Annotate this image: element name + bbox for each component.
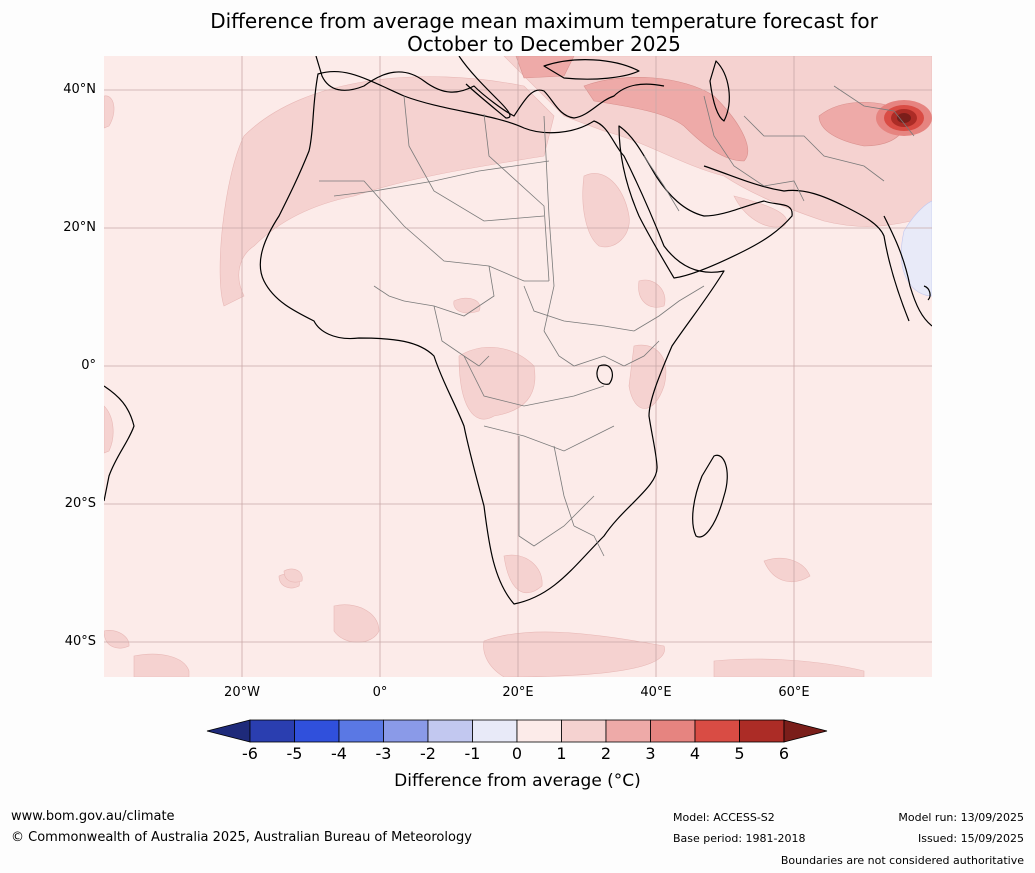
black-sea-coast (543, 59, 640, 80)
title-line-1: Difference from average mean maximum tem… (210, 9, 878, 33)
model-run-date: Model run: 13/09/2025 (898, 811, 1024, 824)
coastlines (104, 56, 932, 605)
lon-label-40e: 40°E (640, 685, 672, 700)
colorbar-bin (694, 719, 740, 743)
lon-label-60e: 60°E (778, 685, 810, 700)
country-boundaries (319, 85, 915, 557)
south-america-coast (104, 385, 135, 502)
lat-label-0: 0° (81, 358, 96, 373)
colorbar (206, 719, 828, 743)
map-title: Difference from average mean maximum tem… (104, 10, 984, 56)
lat-label-40s: 40°S (64, 634, 96, 649)
colorbar-tick-label: 4 (689, 744, 701, 763)
colorbar-bin (650, 719, 696, 743)
colorbar-tick-label: -1 (464, 744, 481, 763)
colorbar-bin (383, 719, 429, 743)
website-link[interactable]: www.bom.gov.au/climate (11, 809, 175, 824)
colorbar-tick-label: -2 (420, 744, 436, 763)
lat-label-20s: 20°S (64, 496, 96, 511)
graticule (104, 56, 932, 677)
madagascar-coast (692, 454, 728, 538)
colorbar-bin (472, 719, 518, 743)
colorbar-tick-label: 1 (556, 744, 567, 763)
colorbar-tick-label: 2 (600, 744, 612, 763)
colorbar-bin (249, 719, 295, 743)
colorbar-tick-label: -6 (242, 744, 258, 763)
lon-label-20e: 20°E (502, 685, 534, 700)
lon-label-20w: 20°W (224, 685, 260, 700)
colorbar-tick-label: -4 (331, 744, 347, 763)
title-line-2: October to December 2025 (407, 32, 681, 56)
italy-coast (458, 56, 511, 119)
colorbar-tick-label: -5 (286, 744, 303, 763)
colorbar-tick-label: 6 (778, 744, 790, 763)
model-name: Model: ACCESS-S2 (673, 811, 775, 824)
issued-date: Issued: 15/09/2025 (917, 832, 1024, 845)
copyright-notice: © Commonwealth of Australia 2025, Austra… (11, 830, 472, 845)
india-coast (883, 215, 932, 327)
colorbar-extend-high (783, 719, 828, 743)
colorbar-bin (338, 719, 384, 743)
lake-victoria (596, 364, 613, 385)
map-panel (104, 56, 932, 677)
lon-label-0: 0° (372, 685, 388, 700)
colorbar-bin (561, 719, 607, 743)
base-period: Base period: 1981-2018 (673, 832, 806, 845)
colorbar-tick-label: 0 (511, 744, 523, 763)
arabia-coast (618, 125, 793, 279)
map-svg (104, 56, 932, 677)
boundaries-disclaimer: Boundaries are not considered authoritat… (780, 854, 1024, 867)
colorbar-bin (427, 719, 473, 743)
europe-coast (315, 56, 665, 119)
colorbar-tick-label: 5 (734, 744, 745, 763)
colorbar-bin (739, 719, 785, 743)
colorbar-tick-label: 3 (645, 744, 656, 763)
sri-lanka-coast (923, 285, 931, 301)
anomaly-cool-region (901, 200, 932, 297)
caspian-coast (709, 60, 730, 122)
colorbar-bin (516, 719, 562, 743)
lat-label-20n: 20°N (63, 220, 96, 235)
lat-label-40n: 40°N (63, 82, 96, 97)
colorbar-label: Difference from average (°C) (394, 771, 641, 791)
africa-coast (259, 70, 725, 605)
colorbar-extend-low (206, 719, 251, 743)
colorbar-bin (605, 719, 651, 743)
colorbar-tick-label: -3 (375, 744, 392, 763)
persian-coast (703, 165, 910, 322)
colorbar-bin (294, 719, 340, 743)
